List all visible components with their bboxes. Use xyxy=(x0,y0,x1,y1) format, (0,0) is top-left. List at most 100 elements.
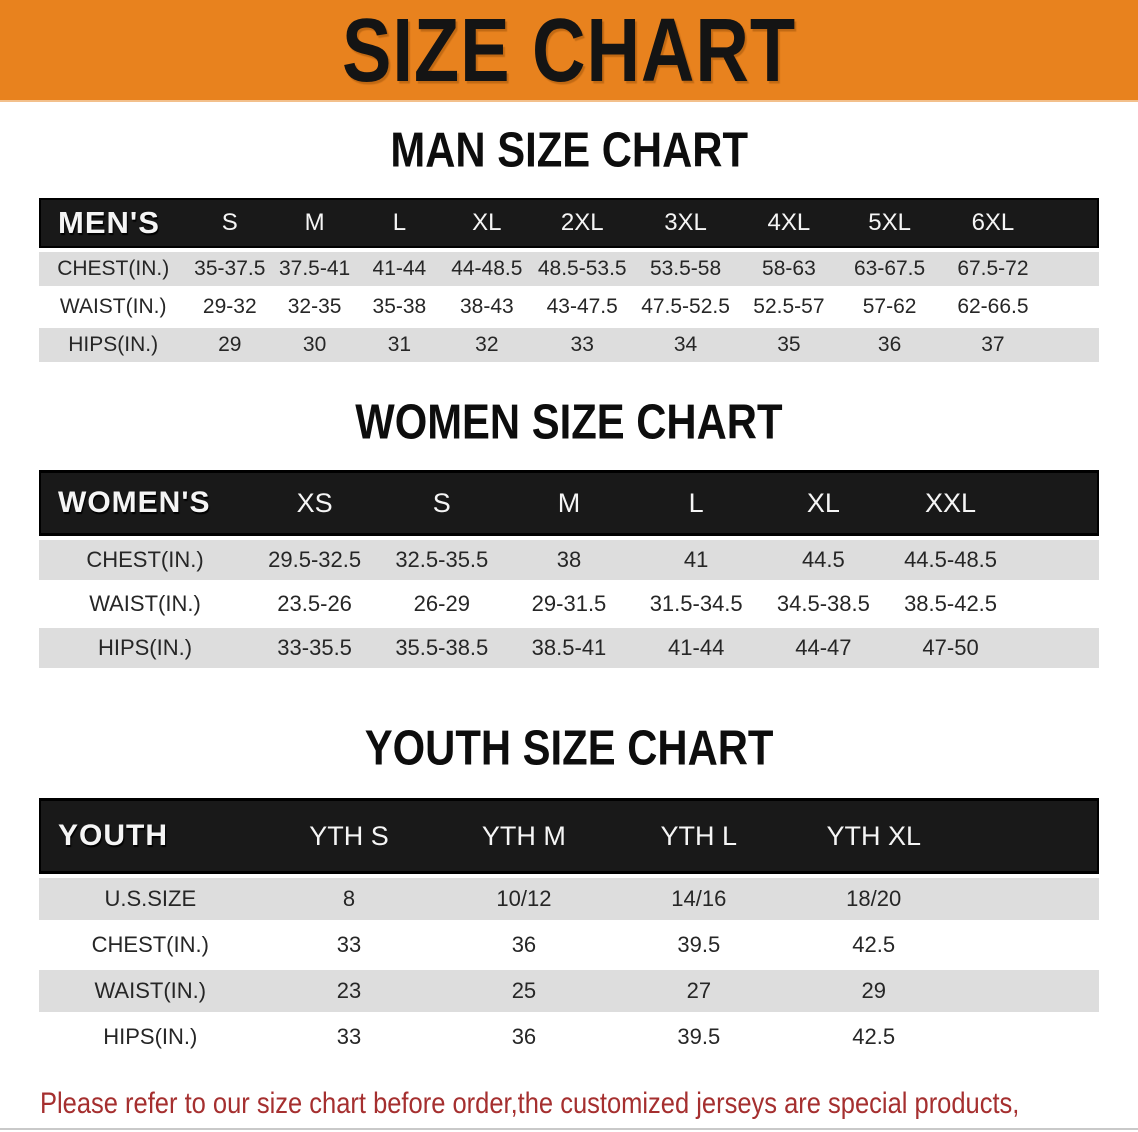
table-corner-label: WOMEN'S xyxy=(39,470,252,536)
size-column-header: L xyxy=(632,470,760,536)
youth-section-heading-text: YOUTH SIZE CHART xyxy=(364,721,774,776)
size-column-header: XS xyxy=(251,470,379,536)
size-value-cell: 14/16 xyxy=(611,878,787,920)
size-column-header: 3XL xyxy=(632,198,739,248)
size-column-header: 4XL xyxy=(738,198,840,248)
size-value-cell: 39.5 xyxy=(611,924,787,966)
row-label: U.S.SIZE xyxy=(39,878,262,920)
size-value-cell: 31.5-34.5 xyxy=(632,584,760,624)
size-value-cell: 38.5-42.5 xyxy=(886,584,1015,624)
table-row: CHEST(IN.) 33 36 39.5 42.5 xyxy=(39,924,1099,966)
size-value-cell: 23.5-26 xyxy=(251,584,379,624)
table-row: CHEST(IN.) 29.5-32.5 32.5-35.5 38 41 44.5 44.5… xyxy=(39,540,1099,580)
row-filler xyxy=(1045,252,1099,286)
row-filler xyxy=(1045,328,1099,362)
size-value-cell: 35 xyxy=(738,328,840,362)
size-column-header: YTH L xyxy=(611,798,787,874)
size-column-header: XL xyxy=(759,470,887,536)
disclaimer: Please refer to our size chart before or… xyxy=(40,1080,1138,1132)
size-value-cell: 32.5-35.5 xyxy=(378,540,506,580)
size-value-cell: 25 xyxy=(436,970,612,1012)
size-column-header: 6XL xyxy=(939,198,1046,248)
size-value-cell: 35.5-38.5 xyxy=(378,628,506,668)
size-value-cell: 33 xyxy=(261,924,437,966)
size-value-cell: 44-48.5 xyxy=(441,252,532,286)
row-filler xyxy=(1014,540,1099,580)
size-column-header: M xyxy=(505,470,633,536)
row-filler xyxy=(1045,290,1099,324)
size-value-cell: 62-66.5 xyxy=(939,290,1046,324)
size-value-cell: 44.5 xyxy=(759,540,887,580)
banner: SIZE CHART xyxy=(0,0,1138,102)
table-row: WAIST(IN.) 23.5-26 26-29 29-31.5 31.5-34.5 34… xyxy=(39,584,1099,624)
size-value-cell: 47.5-52.5 xyxy=(632,290,739,324)
size-value-cell: 63-67.5 xyxy=(839,252,940,286)
size-value-cell: 38 xyxy=(505,540,633,580)
table-row: HIPS(IN.) 33-35.5 35.5-38.5 38.5-41 41-44 44-… xyxy=(39,628,1099,668)
table-row: HIPS(IN.) 29 30 31 32 33 34 35 36 37 xyxy=(39,328,1099,362)
size-value-cell: 27 xyxy=(611,970,787,1012)
size-value-cell: 26-29 xyxy=(378,584,506,624)
bottom-divider xyxy=(0,1128,1138,1130)
size-header-row: YOUTH YTH S YTH M YTH L YTH XL xyxy=(39,798,1099,874)
table-corner-label: YOUTH xyxy=(39,798,262,874)
row-filler xyxy=(1014,584,1099,624)
header-filler xyxy=(1045,198,1099,248)
table-row: HIPS(IN.) 33 36 39.5 42.5 xyxy=(39,1016,1099,1058)
row-label: WAIST(IN.) xyxy=(39,970,262,1012)
size-value-cell: 36 xyxy=(436,924,612,966)
row-label: WAIST(IN.) xyxy=(39,290,188,324)
size-column-header: S xyxy=(187,198,273,248)
size-value-cell: 29-31.5 xyxy=(505,584,633,624)
size-header-row: WOMEN'S XS S M L XL XXL xyxy=(39,470,1099,536)
size-value-cell: 36 xyxy=(839,328,940,362)
size-value-cell: 53.5-58 xyxy=(632,252,739,286)
row-filler xyxy=(961,970,1099,1012)
size-value-cell: 58-63 xyxy=(738,252,840,286)
banner-title: SIZE CHART xyxy=(341,0,797,101)
table-corner-label: MEN'S xyxy=(39,198,188,248)
size-value-cell: 39.5 xyxy=(611,1016,787,1058)
size-value-cell: 41-44 xyxy=(356,252,442,286)
row-label: HIPS(IN.) xyxy=(39,1016,262,1058)
size-column-header: XXL xyxy=(886,470,1015,536)
size-value-cell: 32-35 xyxy=(272,290,357,324)
disclaimer-line-1: Please refer to our size chart before or… xyxy=(40,1087,1020,1120)
size-value-cell: 30 xyxy=(272,328,357,362)
size-value-cell: 33 xyxy=(261,1016,437,1058)
size-column-header: M xyxy=(272,198,357,248)
size-column-header: 5XL xyxy=(839,198,940,248)
size-value-cell: 29.5-32.5 xyxy=(251,540,379,580)
size-value-cell: 42.5 xyxy=(786,924,962,966)
size-column-header: 2XL xyxy=(531,198,633,248)
size-value-cell: 52.5-57 xyxy=(738,290,840,324)
size-value-cell: 37 xyxy=(939,328,1046,362)
size-value-cell: 41 xyxy=(632,540,760,580)
size-value-cell: 34.5-38.5 xyxy=(759,584,887,624)
size-value-cell: 42.5 xyxy=(786,1016,962,1058)
size-column-header: YTH M xyxy=(436,798,612,874)
size-value-cell: 33-35.5 xyxy=(251,628,379,668)
size-value-cell: 38-43 xyxy=(441,290,532,324)
row-filler xyxy=(961,924,1099,966)
size-value-cell: 32 xyxy=(441,328,532,362)
size-value-cell: 34 xyxy=(632,328,739,362)
row-filler xyxy=(961,878,1099,920)
youth-size-table: YOUTH YTH S YTH M YTH L YTH XL U.S.SIZE 8 10/12… xyxy=(39,794,1099,1062)
size-value-cell: 67.5-72 xyxy=(939,252,1046,286)
size-value-cell: 36 xyxy=(436,1016,612,1058)
size-value-cell: 37.5-41 xyxy=(272,252,357,286)
women-size-table: WOMEN'S XS S M L XL XXL CHEST(IN.) 29.5-32.5 32.5… xyxy=(39,466,1099,672)
size-value-cell: 33 xyxy=(531,328,633,362)
row-filler xyxy=(961,1016,1099,1058)
size-value-cell: 8 xyxy=(261,878,437,920)
size-value-cell: 38.5-41 xyxy=(505,628,633,668)
size-value-cell: 41-44 xyxy=(632,628,760,668)
size-value-cell: 18/20 xyxy=(786,878,962,920)
women-section-heading: WOMEN SIZE CHART xyxy=(0,395,1138,450)
row-label: HIPS(IN.) xyxy=(39,328,188,362)
row-filler xyxy=(1014,628,1099,668)
size-value-cell: 29 xyxy=(187,328,273,362)
size-value-cell: 44.5-48.5 xyxy=(886,540,1015,580)
